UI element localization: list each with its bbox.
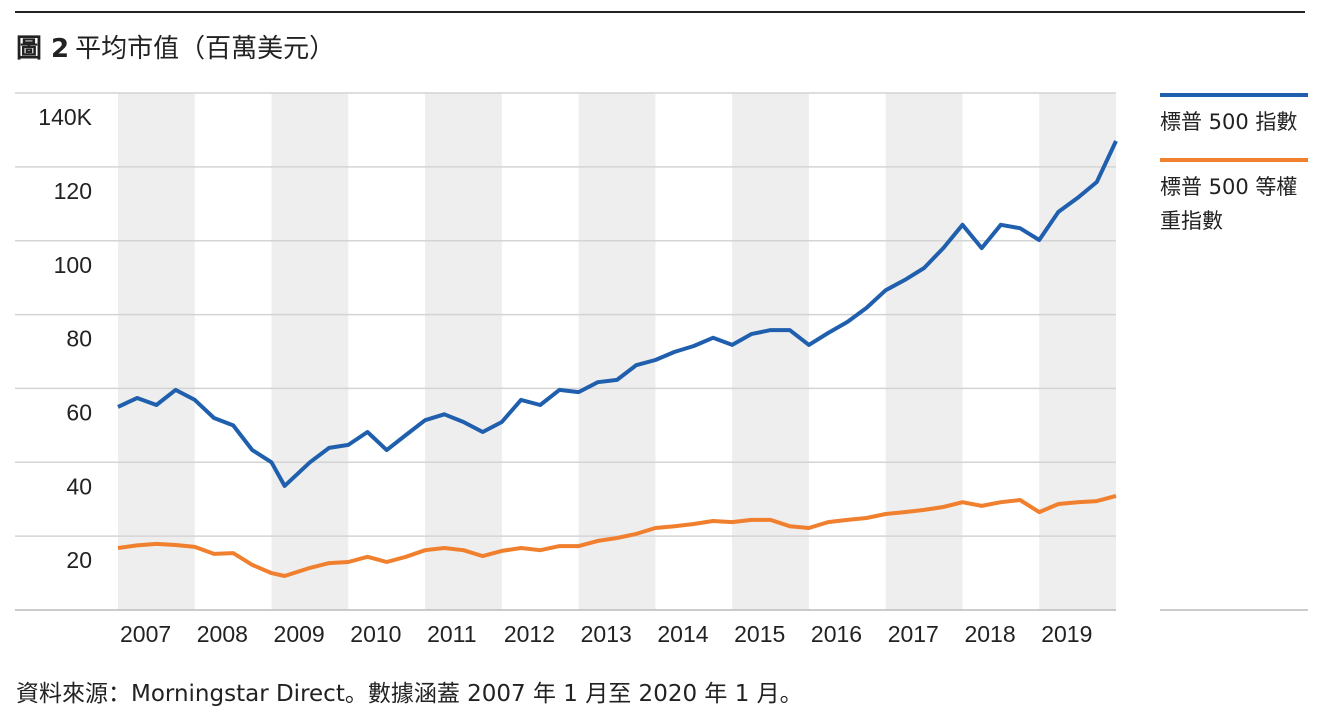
x-tick-label: 2018: [964, 621, 1015, 647]
year-band: [578, 93, 656, 610]
year-band: [425, 93, 502, 610]
legend-swatch: [1160, 93, 1308, 97]
year-band: [885, 93, 963, 610]
x-tick-label: 2016: [811, 621, 862, 647]
source-note: 資料來源：Morningstar Direct。數據涵蓋 2007 年 1 月至…: [16, 681, 803, 707]
series-line: [117, 493, 1117, 578]
title-block: 圖 2 平均市值（百萬美元）: [16, 28, 335, 65]
x-tick-label: 2011: [427, 621, 476, 647]
x-tick-label: 2009: [274, 621, 325, 647]
x-tick-label: 2014: [657, 621, 708, 647]
x-tick-label: 2010: [350, 621, 401, 647]
year-band: [118, 93, 195, 610]
title-label: 圖 2: [16, 34, 70, 64]
year-band: [732, 93, 809, 610]
legend-item: 標普 500 指數: [1160, 93, 1310, 139]
x-tick-label: 2012: [504, 621, 555, 647]
y-tick-label: 100: [54, 252, 92, 278]
series-line: [117, 140, 1118, 488]
y-tick-label: 140K: [38, 104, 92, 130]
y-tick-label: 60: [66, 400, 92, 426]
x-tick-label: 2019: [1041, 621, 1092, 647]
legend-label: 標普 500 等權重指數: [1160, 175, 1298, 233]
year-band: [271, 93, 349, 610]
y-tick-label: 20: [66, 547, 92, 573]
x-tick-label: 2013: [581, 621, 632, 647]
year-band: [1039, 93, 1116, 610]
x-tick-label: 2015: [734, 621, 785, 647]
y-tick-label: 40: [66, 473, 92, 499]
y-tick-label: 80: [66, 326, 92, 352]
x-tick-label: 2008: [197, 621, 248, 647]
y-tick-label: 120: [54, 178, 92, 204]
legend-item: 標普 500 等權重指數: [1160, 158, 1310, 238]
legend-label: 標普 500 指數: [1160, 110, 1298, 134]
x-tick-label: 2007: [120, 621, 171, 647]
chart-title: 平均市值（百萬美元）: [75, 34, 336, 64]
legend-swatch: [1160, 158, 1308, 162]
x-tick-label: 2017: [888, 621, 939, 647]
